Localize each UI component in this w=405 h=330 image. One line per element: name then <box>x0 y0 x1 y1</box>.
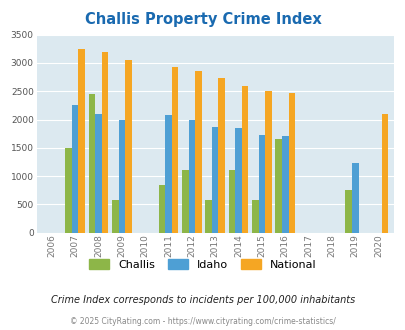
Bar <box>234 128 241 233</box>
Bar <box>264 91 271 233</box>
Bar <box>112 200 118 233</box>
Bar <box>88 94 95 233</box>
Bar <box>65 148 72 233</box>
Bar <box>125 60 131 233</box>
Text: © 2025 CityRating.com - https://www.cityrating.com/crime-statistics/: © 2025 CityRating.com - https://www.city… <box>70 317 335 326</box>
Bar <box>181 170 188 233</box>
Bar <box>158 184 165 233</box>
Bar <box>218 79 224 233</box>
Bar <box>275 139 281 233</box>
Bar <box>252 200 258 233</box>
Bar <box>288 93 294 233</box>
Bar <box>118 119 125 233</box>
Bar <box>171 67 178 233</box>
Bar <box>205 200 211 233</box>
Bar <box>78 49 85 233</box>
Bar <box>381 114 388 233</box>
Bar <box>101 51 108 233</box>
Bar <box>345 190 351 233</box>
Text: Challis Property Crime Index: Challis Property Crime Index <box>84 12 321 26</box>
Bar <box>211 127 218 233</box>
Bar <box>95 114 101 233</box>
Bar <box>281 137 288 233</box>
Text: Crime Index corresponds to incidents per 100,000 inhabitants: Crime Index corresponds to incidents per… <box>51 295 354 305</box>
Bar <box>195 71 201 233</box>
Bar <box>72 105 78 233</box>
Bar <box>188 119 195 233</box>
Bar <box>228 170 234 233</box>
Bar <box>351 163 358 233</box>
Bar <box>241 85 248 233</box>
Bar <box>165 115 171 233</box>
Bar <box>258 135 264 233</box>
Legend: Challis, Idaho, National: Challis, Idaho, National <box>89 259 316 270</box>
